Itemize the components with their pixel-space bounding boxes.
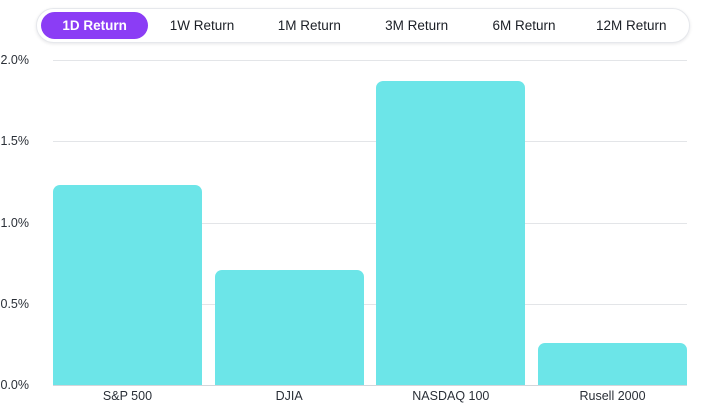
y-tick-label-1.5: 1.5% <box>0 134 30 149</box>
bar-slot-rusell2000 <box>538 60 687 385</box>
bar-slot-sp500 <box>53 60 202 385</box>
bar-nasdaq100[interactable] <box>376 81 526 385</box>
gridline-1.5 <box>53 141 687 143</box>
bar-slot-nasdaq100 <box>376 60 526 385</box>
tab-12m-return[interactable]: 12M Return <box>596 18 667 33</box>
x-label-sp500: S&P 500 <box>102 389 153 403</box>
x-label-rusell2000: Rusell 2000 <box>579 389 646 403</box>
returns-bar-chart: 0.0% 0.5% 1.0% 1.5% 2.0% S&P 500 DJIA NASDAQ… <box>0 52 702 420</box>
gridline-2.0 <box>53 60 687 61</box>
gridline-1.0 <box>53 222 687 224</box>
plot-area: 0.0% 0.5% 1.0% 1.5% 2.0% <box>1 53 687 392</box>
x-label-nasdaq100: NASDAQ 100 <box>412 389 490 403</box>
y-tick-label-2.0: 2.0% <box>0 53 30 67</box>
bar-djia[interactable] <box>214 269 364 385</box>
bar-rusell2000[interactable] <box>538 342 687 385</box>
x-axis-labels: S&P 500 DJIA NASDAQ 100 Rusell 2000 <box>53 389 687 403</box>
gridline-0.0 <box>53 385 687 386</box>
return-period-tabbar[interactable]: 1D Return 1W Return 1M Return 3M Return … <box>36 8 690 43</box>
tab-1w-return[interactable]: 1W Return <box>169 18 235 33</box>
bar-slot-djia <box>214 60 364 385</box>
bar-sp500[interactable] <box>53 185 202 385</box>
y-tick-label-0.0: 0.0% <box>0 378 30 392</box>
x-label-djia: DJIA <box>275 389 303 403</box>
tab-1m-return[interactable]: 1M Return <box>277 18 341 33</box>
tab-6m-return[interactable]: 6M Return <box>492 18 556 33</box>
y-tick-label-0.5: 0.5% <box>0 296 30 311</box>
bar-series <box>53 60 687 385</box>
gridline-0.5 <box>53 303 687 305</box>
y-tick-label-1.0: 1.0% <box>0 215 30 230</box>
return-period-tabbar-container: 1D Return 1W Return 1M Return 3M Return … <box>0 0 702 52</box>
tab-3m-return[interactable]: 3M Return <box>385 18 449 33</box>
tab-1d-return[interactable]: 1D Return <box>41 12 149 39</box>
